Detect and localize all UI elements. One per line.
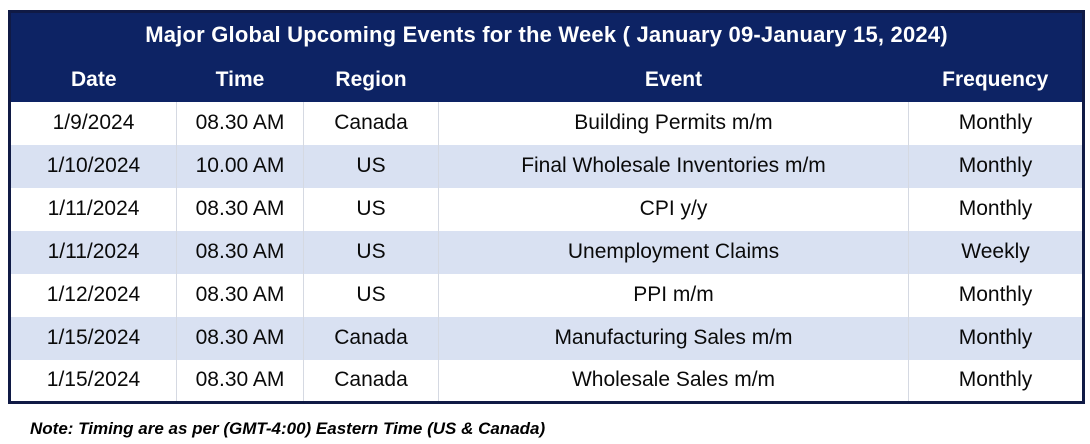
cell-region: Canada	[303, 101, 439, 145]
table-row: 1/9/2024 08.30 AM Canada Building Permit…	[9, 101, 1084, 145]
cell-time: 08.30 AM	[176, 359, 304, 403]
cell-date: 1/10/2024	[9, 144, 177, 188]
cell-frequency: Monthly	[907, 187, 1084, 231]
column-header-date: Date	[9, 57, 177, 102]
cell-event: Manufacturing Sales m/m	[438, 316, 909, 360]
cell-date: 1/15/2024	[9, 316, 177, 360]
table-row: 1/15/2024 08.30 AM Canada Manufacturing …	[9, 316, 1084, 360]
cell-region: US	[303, 144, 439, 188]
cell-date: 1/12/2024	[9, 273, 177, 317]
cell-frequency: Monthly	[907, 273, 1084, 317]
table-row: 1/11/2024 08.30 AM US Unemployment Claim…	[9, 230, 1084, 274]
column-header-time: Time	[176, 57, 304, 102]
cell-frequency: Monthly	[907, 359, 1084, 403]
table-row: 1/10/2024 10.00 AM US Final Wholesale In…	[9, 144, 1084, 188]
cell-frequency: Monthly	[907, 144, 1084, 188]
table-row: 1/12/2024 08.30 AM US PPI m/m Monthly	[9, 273, 1084, 317]
table-header-row: Date Time Region Event Frequency	[9, 57, 1084, 102]
cell-time: 08.30 AM	[176, 230, 304, 274]
cell-event: Final Wholesale Inventories m/m	[438, 144, 909, 188]
cell-event: Building Permits m/m	[438, 101, 909, 145]
cell-region: US	[303, 273, 439, 317]
column-header-frequency: Frequency	[908, 57, 1084, 102]
cell-region: US	[303, 187, 439, 231]
cell-frequency: Weekly	[907, 230, 1084, 274]
cell-region: Canada	[303, 316, 439, 360]
cell-region: US	[303, 230, 439, 274]
cell-date: 1/11/2024	[9, 187, 177, 231]
table-row: 1/11/2024 08.30 AM US CPI y/y Monthly	[9, 187, 1084, 231]
cell-time: 08.30 AM	[176, 187, 304, 231]
cell-date: 1/11/2024	[9, 230, 177, 274]
table-title-row: Major Global Upcoming Events for the Wee…	[9, 11, 1084, 58]
upcoming-events-table: Major Global Upcoming Events for the Wee…	[8, 10, 1086, 404]
cell-date: 1/9/2024	[9, 101, 177, 145]
cell-event: CPI y/y	[438, 187, 909, 231]
cell-frequency: Monthly	[907, 316, 1084, 360]
cell-event: Wholesale Sales m/m	[438, 359, 909, 403]
cell-date: 1/15/2024	[9, 359, 177, 403]
cell-time: 08.30 AM	[176, 273, 304, 317]
cell-event: PPI m/m	[438, 273, 909, 317]
cell-region: Canada	[303, 359, 439, 403]
cell-time: 10.00 AM	[176, 144, 304, 188]
table-row: 1/15/2024 08.30 AM Canada Wholesale Sale…	[9, 359, 1084, 403]
column-header-event: Event	[438, 57, 909, 102]
cell-time: 08.30 AM	[176, 316, 304, 360]
cell-event: Unemployment Claims	[438, 230, 909, 274]
cell-time: 08.30 AM	[176, 101, 304, 145]
footnote: Note: Timing are as per (GMT-4:00) Easte…	[30, 419, 546, 438]
column-header-region: Region	[303, 57, 439, 102]
cell-frequency: Monthly	[907, 101, 1084, 145]
table-title: Major Global Upcoming Events for the Wee…	[9, 11, 1084, 58]
